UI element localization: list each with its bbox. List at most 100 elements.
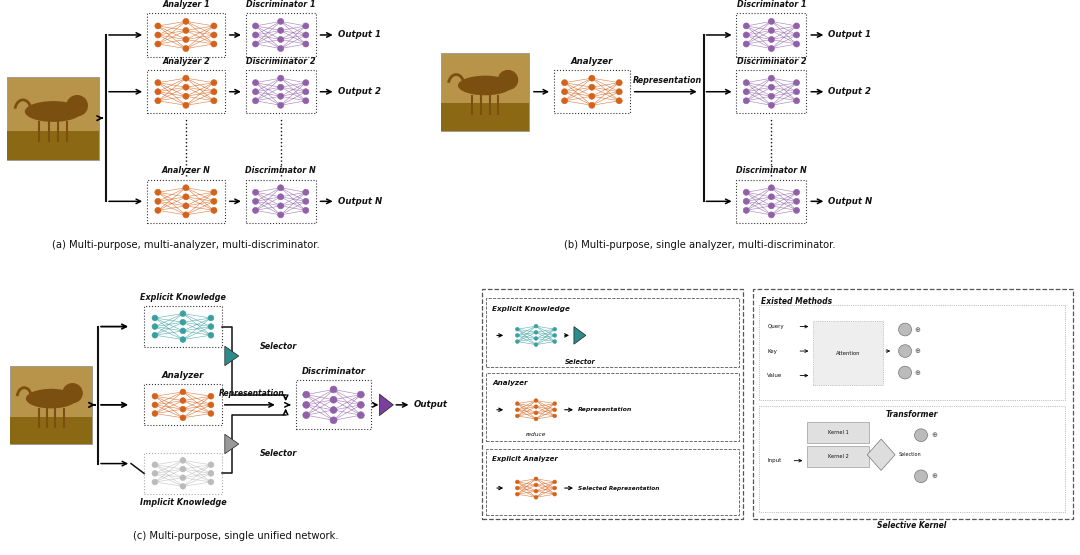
Circle shape — [208, 471, 214, 476]
Circle shape — [180, 466, 186, 472]
Text: Representation: Representation — [578, 407, 632, 412]
FancyBboxPatch shape — [442, 53, 529, 131]
Circle shape — [211, 32, 217, 38]
FancyBboxPatch shape — [11, 417, 92, 444]
Circle shape — [253, 98, 258, 104]
Circle shape — [278, 194, 284, 200]
Circle shape — [154, 208, 161, 213]
Circle shape — [302, 208, 309, 213]
Circle shape — [589, 75, 595, 81]
Circle shape — [278, 75, 284, 81]
Text: Value: Value — [768, 373, 783, 378]
Circle shape — [208, 393, 214, 399]
Circle shape — [768, 27, 774, 33]
FancyBboxPatch shape — [442, 103, 529, 131]
FancyBboxPatch shape — [759, 305, 1065, 400]
Circle shape — [330, 417, 337, 423]
Circle shape — [794, 32, 799, 38]
Circle shape — [768, 194, 774, 200]
Circle shape — [253, 41, 258, 47]
Circle shape — [180, 328, 186, 334]
Text: Output N: Output N — [828, 197, 873, 206]
Circle shape — [553, 492, 556, 496]
Circle shape — [154, 32, 161, 38]
Circle shape — [302, 391, 310, 398]
Circle shape — [180, 475, 186, 481]
Ellipse shape — [458, 75, 512, 95]
FancyBboxPatch shape — [813, 321, 883, 385]
Circle shape — [180, 415, 186, 421]
FancyBboxPatch shape — [147, 180, 225, 223]
Circle shape — [330, 386, 337, 393]
FancyBboxPatch shape — [144, 384, 221, 426]
Circle shape — [535, 398, 538, 402]
Circle shape — [211, 23, 217, 29]
Circle shape — [553, 340, 556, 344]
Circle shape — [535, 490, 538, 493]
Text: Selector: Selector — [565, 359, 595, 365]
Circle shape — [794, 198, 799, 204]
Text: Discriminator 2: Discriminator 2 — [737, 57, 806, 66]
Circle shape — [208, 332, 214, 338]
Circle shape — [152, 393, 158, 399]
Circle shape — [515, 486, 519, 490]
Circle shape — [553, 414, 556, 418]
Circle shape — [183, 37, 189, 43]
Circle shape — [743, 189, 750, 195]
Circle shape — [211, 98, 217, 104]
FancyBboxPatch shape — [759, 406, 1065, 512]
Text: (b) Multi-purpose, single analyzer, multi-discriminator.: (b) Multi-purpose, single analyzer, mult… — [564, 240, 836, 250]
Text: Input: Input — [768, 458, 782, 463]
Circle shape — [535, 417, 538, 421]
Circle shape — [498, 70, 517, 89]
Circle shape — [302, 198, 309, 204]
Circle shape — [278, 46, 284, 52]
FancyBboxPatch shape — [754, 289, 1072, 519]
Circle shape — [180, 389, 186, 395]
FancyBboxPatch shape — [486, 449, 740, 516]
Circle shape — [535, 330, 538, 334]
Circle shape — [208, 411, 214, 416]
Circle shape — [768, 93, 774, 99]
Circle shape — [768, 37, 774, 43]
Circle shape — [743, 89, 750, 95]
Circle shape — [616, 80, 622, 85]
Circle shape — [515, 402, 519, 406]
Circle shape — [515, 492, 519, 496]
Circle shape — [515, 414, 519, 418]
Circle shape — [535, 324, 538, 328]
Circle shape — [278, 18, 284, 24]
Circle shape — [915, 470, 928, 483]
Circle shape — [253, 23, 258, 29]
Text: Discriminator: Discriminator — [301, 367, 365, 376]
Text: Explicit Knowledge: Explicit Knowledge — [140, 292, 226, 302]
Circle shape — [278, 84, 284, 90]
Text: Discriminator N: Discriminator N — [737, 166, 807, 175]
Circle shape — [515, 334, 519, 337]
Circle shape — [208, 402, 214, 408]
Circle shape — [535, 411, 538, 415]
Text: Output 1: Output 1 — [828, 31, 872, 39]
Circle shape — [357, 401, 364, 408]
Circle shape — [208, 324, 214, 330]
Text: Attention: Attention — [836, 351, 861, 356]
FancyBboxPatch shape — [11, 366, 92, 444]
Circle shape — [915, 429, 928, 442]
Circle shape — [743, 98, 750, 104]
Text: Representation: Representation — [633, 76, 702, 85]
Circle shape — [794, 23, 799, 29]
FancyBboxPatch shape — [246, 180, 315, 223]
Circle shape — [208, 315, 214, 321]
Circle shape — [302, 401, 310, 408]
Circle shape — [154, 198, 161, 204]
Circle shape — [302, 98, 309, 104]
Circle shape — [553, 334, 556, 337]
Circle shape — [794, 80, 799, 85]
Circle shape — [515, 327, 519, 331]
FancyBboxPatch shape — [808, 446, 869, 467]
Circle shape — [180, 483, 186, 489]
Circle shape — [553, 402, 556, 406]
FancyBboxPatch shape — [808, 421, 869, 443]
Circle shape — [768, 203, 774, 209]
Circle shape — [743, 41, 750, 47]
